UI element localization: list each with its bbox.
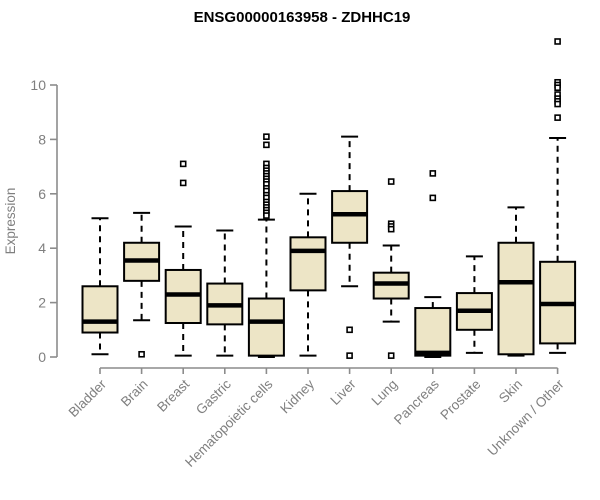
outlier-point bbox=[138, 350, 145, 358]
outlier-point bbox=[263, 133, 270, 140]
box-group-brain: Brain bbox=[118, 211, 161, 410]
outlier-point bbox=[554, 114, 561, 121]
x-tick-label: Gastric bbox=[193, 376, 234, 417]
iqr-box bbox=[81, 285, 119, 334]
outlier-point bbox=[179, 179, 187, 187]
outlier-point bbox=[263, 141, 270, 149]
chart-title: ENSG00000163958 - ZDHHC19 bbox=[194, 9, 411, 26]
iqr-box bbox=[414, 307, 452, 357]
x-tick-label: Skin bbox=[496, 377, 525, 406]
iqr-box bbox=[247, 297, 285, 357]
y-tick-label: 8 bbox=[38, 131, 46, 147]
x-tick-label: Liver bbox=[327, 376, 359, 408]
y-axis-label: Expression bbox=[3, 188, 18, 255]
outlier-point bbox=[429, 170, 437, 177]
box-group-bladder: Bladder bbox=[66, 217, 119, 420]
outlier-point bbox=[346, 326, 353, 334]
x-tick-label: Prostate bbox=[437, 377, 483, 423]
box-group-breast: Breast bbox=[154, 160, 202, 415]
x-tick-label: Pancreas bbox=[391, 376, 442, 427]
y-tick-label: 4 bbox=[38, 240, 46, 256]
x-tick-label: Brain bbox=[118, 377, 151, 410]
outlier-point bbox=[554, 84, 561, 92]
outlier-point bbox=[387, 178, 395, 185]
outlier-point bbox=[429, 194, 437, 202]
y-tick-label: 0 bbox=[38, 349, 46, 365]
outlier-point bbox=[387, 225, 395, 233]
iqr-box bbox=[497, 241, 535, 356]
y-tick-label: 6 bbox=[38, 186, 46, 202]
box-group-skin: Skin bbox=[496, 206, 535, 406]
y-tick-label: 10 bbox=[30, 77, 46, 93]
x-tick-label: Breast bbox=[154, 376, 192, 414]
outlier-point bbox=[346, 352, 353, 359]
outlier-point bbox=[554, 38, 561, 45]
y-tick-label: 2 bbox=[38, 295, 46, 311]
x-tick-label: Bladder bbox=[66, 376, 110, 420]
outlier-point bbox=[554, 100, 561, 108]
box-group-lung: Lung bbox=[368, 178, 410, 409]
x-tick-label: Lung bbox=[368, 377, 400, 409]
axes: 0 2 4 6 8 10 bbox=[30, 77, 558, 369]
box-group-liver: Liver bbox=[327, 135, 369, 408]
outlier-point bbox=[387, 352, 395, 359]
x-tick-label: Unknown / Other bbox=[484, 376, 567, 459]
iqr-box bbox=[331, 190, 369, 244]
iqr-box bbox=[289, 236, 327, 292]
outlier-point bbox=[263, 212, 270, 219]
outlier-point bbox=[179, 160, 187, 168]
x-tick-label: Kidney bbox=[277, 376, 317, 416]
